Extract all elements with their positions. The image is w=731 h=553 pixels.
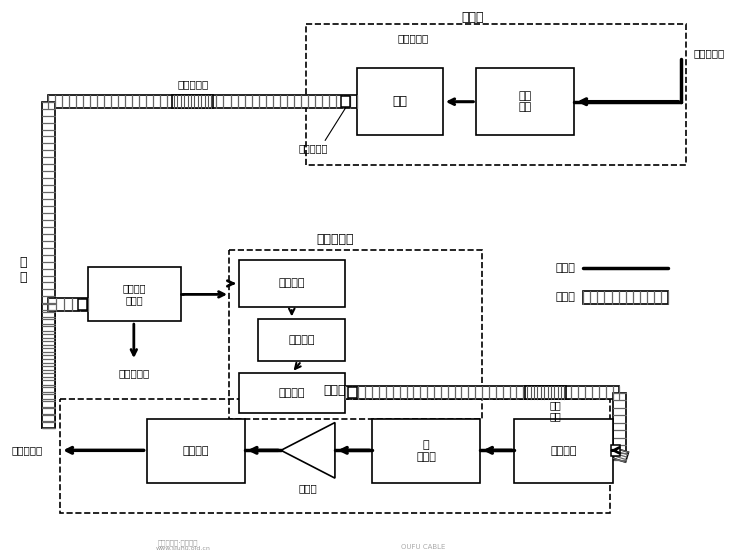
Text: 放大器: 放大器 [298,483,317,493]
Text: 电信号: 电信号 [556,263,575,273]
Text: 再生中继器: 再生中继器 [317,233,354,246]
Text: 电再生器: 电再生器 [288,335,315,345]
Bar [259,319,345,361]
Bar [239,259,345,307]
Text: 光纤调制器: 光纤调制器 [398,33,429,43]
Polygon shape [42,102,55,429]
Polygon shape [48,298,88,311]
Text: 光
检测器: 光 检测器 [416,440,436,462]
Bar [88,267,181,321]
Polygon shape [48,95,357,108]
Text: 发送端: 发送端 [461,11,483,24]
Text: 监控和其他: 监控和其他 [118,368,149,378]
Polygon shape [613,393,626,460]
Text: 光源: 光源 [392,95,407,108]
Text: 信号判决: 信号判决 [182,446,209,456]
Text: 光
缆: 光 缆 [19,255,27,284]
Bar [611,445,620,456]
Bar [372,419,480,483]
Polygon shape [345,386,619,399]
Text: 光放大器: 光放大器 [550,446,577,456]
Text: OUFU CABLE: OUFU CABLE [401,544,445,550]
Text: 光电
转换: 光电 转换 [550,400,561,421]
Bar [515,419,613,483]
Text: 接收端: 接收端 [324,384,346,397]
Text: 光合束器
分束器: 光合束器 分束器 [123,283,146,305]
Polygon shape [583,291,668,304]
Bar [229,250,482,419]
Bar [306,24,686,165]
Polygon shape [42,304,55,429]
Text: 光调制器: 光调制器 [279,388,305,398]
Bar [348,387,357,398]
Bar [357,68,443,135]
Bar [78,299,87,310]
Text: 光纤连接器: 光纤连接器 [299,143,328,153]
Polygon shape [613,448,629,462]
Text: 光纤连接盒: 光纤连接盒 [177,79,208,89]
Text: 电驱
动器: 电驱 动器 [518,91,532,112]
Text: www.siuhu.old.cn: www.siuhu.old.cn [156,546,211,551]
Bar [341,96,350,107]
Polygon shape [281,422,335,478]
Bar [526,386,567,399]
Bar [147,419,245,483]
Text: 光检波器: 光检波器 [279,279,305,289]
Bar [476,68,575,135]
Text: 光信号: 光信号 [556,293,575,302]
Bar [60,399,610,513]
Bar [172,95,213,108]
Bar [239,373,345,413]
Text: 电信号输出: 电信号输出 [12,445,42,455]
Text: 光缆技术网·数据来源: 光缆技术网·数据来源 [158,539,198,546]
Text: 电信号输入: 电信号输入 [693,48,724,58]
